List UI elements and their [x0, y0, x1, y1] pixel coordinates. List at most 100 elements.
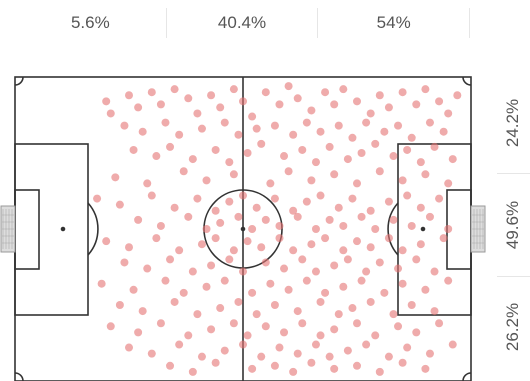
event-point: [293, 307, 302, 316]
event-point: [129, 285, 138, 294]
event-point: [353, 97, 361, 106]
event-point: [357, 276, 366, 285]
event-point: [421, 170, 430, 179]
event-point: [147, 191, 156, 200]
event-point: [207, 325, 216, 334]
event-point: [248, 288, 257, 297]
event-point: [407, 221, 416, 230]
event-point: [366, 109, 375, 118]
event-point: [125, 343, 133, 352]
event-point: [156, 319, 165, 328]
event-point: [270, 301, 279, 309]
event-point: [339, 221, 348, 230]
corner-arc-top-right: [462, 76, 472, 86]
event-point: [289, 367, 298, 376]
event-point: [339, 246, 348, 255]
left-penalty-area: [14, 143, 89, 316]
event-point: [275, 234, 284, 243]
event-point: [275, 221, 284, 230]
event-point: [184, 212, 193, 221]
right-penalty-area: [397, 143, 472, 316]
event-point: [184, 331, 193, 340]
event-point: [184, 94, 193, 103]
lane-top: 24.2%: [497, 72, 530, 173]
event-point: [425, 212, 434, 221]
corner-arc-bottom-right: [462, 372, 472, 381]
event-point: [384, 234, 393, 243]
event-point: [412, 100, 421, 109]
event-point: [353, 237, 361, 246]
event-point: [248, 112, 257, 121]
lane-middle: 49.6%: [497, 173, 530, 275]
event-point: [316, 127, 325, 136]
event-point: [403, 191, 412, 200]
third-attacking: 54%: [318, 8, 471, 38]
event-point: [134, 328, 143, 337]
event-point: [252, 124, 261, 133]
event-point: [239, 267, 247, 276]
event-point: [307, 176, 316, 185]
event-point: [430, 142, 439, 151]
event-point: [357, 212, 366, 221]
event-point: [161, 276, 170, 285]
event-point: [120, 121, 129, 130]
event-point: [188, 267, 197, 276]
event-point: [134, 215, 143, 224]
left-penalty-arc: [87, 202, 99, 256]
event-point: [307, 358, 316, 367]
event-point: [147, 349, 156, 358]
event-point: [311, 158, 320, 167]
event-point: [284, 285, 293, 294]
event-point: [321, 234, 330, 243]
event-point: [147, 88, 156, 97]
event-point: [220, 276, 229, 285]
event-point: [380, 127, 389, 136]
event-point: [197, 124, 206, 133]
event-point: [398, 88, 407, 97]
event-point: [444, 276, 453, 285]
event-point: [371, 225, 380, 233]
lane-bottom-label: 26.2%: [503, 303, 523, 352]
event-point: [234, 297, 243, 306]
pitch-heatmap: [0, 76, 486, 381]
lanes-percentages: 24.2% 49.6% 26.2%: [497, 72, 530, 378]
event-point: [316, 297, 325, 306]
event-point: [298, 145, 307, 154]
event-point: [416, 158, 425, 167]
corner-arc-top-left: [14, 76, 24, 86]
event-point: [284, 82, 293, 91]
event-point: [216, 103, 225, 112]
event-point: [175, 340, 184, 349]
event-point: [129, 145, 138, 154]
event-point: [211, 206, 220, 215]
event-point: [207, 91, 216, 100]
event-point: [257, 243, 266, 252]
event-point: [166, 142, 175, 151]
event-point: [280, 264, 289, 273]
event-point: [421, 85, 430, 94]
third-defensive: 5.6%: [15, 8, 167, 38]
event-point: [106, 109, 115, 118]
event-point: [106, 322, 115, 331]
event-point: [229, 246, 238, 255]
event-point: [229, 85, 238, 94]
event-point: [343, 346, 352, 355]
event-point: [161, 118, 170, 127]
event-point: [293, 94, 302, 103]
event-point: [311, 267, 320, 276]
event-point: [280, 152, 289, 161]
event-point: [448, 155, 457, 164]
event-point: [321, 288, 330, 297]
event-point: [102, 237, 111, 246]
event-point: [448, 340, 457, 349]
centre-spot: [240, 226, 246, 232]
event-point: [207, 261, 216, 270]
event-point: [330, 261, 339, 270]
event-point: [334, 203, 343, 212]
event-point: [229, 170, 238, 179]
event-point: [430, 267, 439, 276]
event-point: [188, 155, 197, 164]
event-point: [225, 158, 234, 167]
event-point: [348, 304, 357, 313]
event-point: [307, 106, 316, 115]
